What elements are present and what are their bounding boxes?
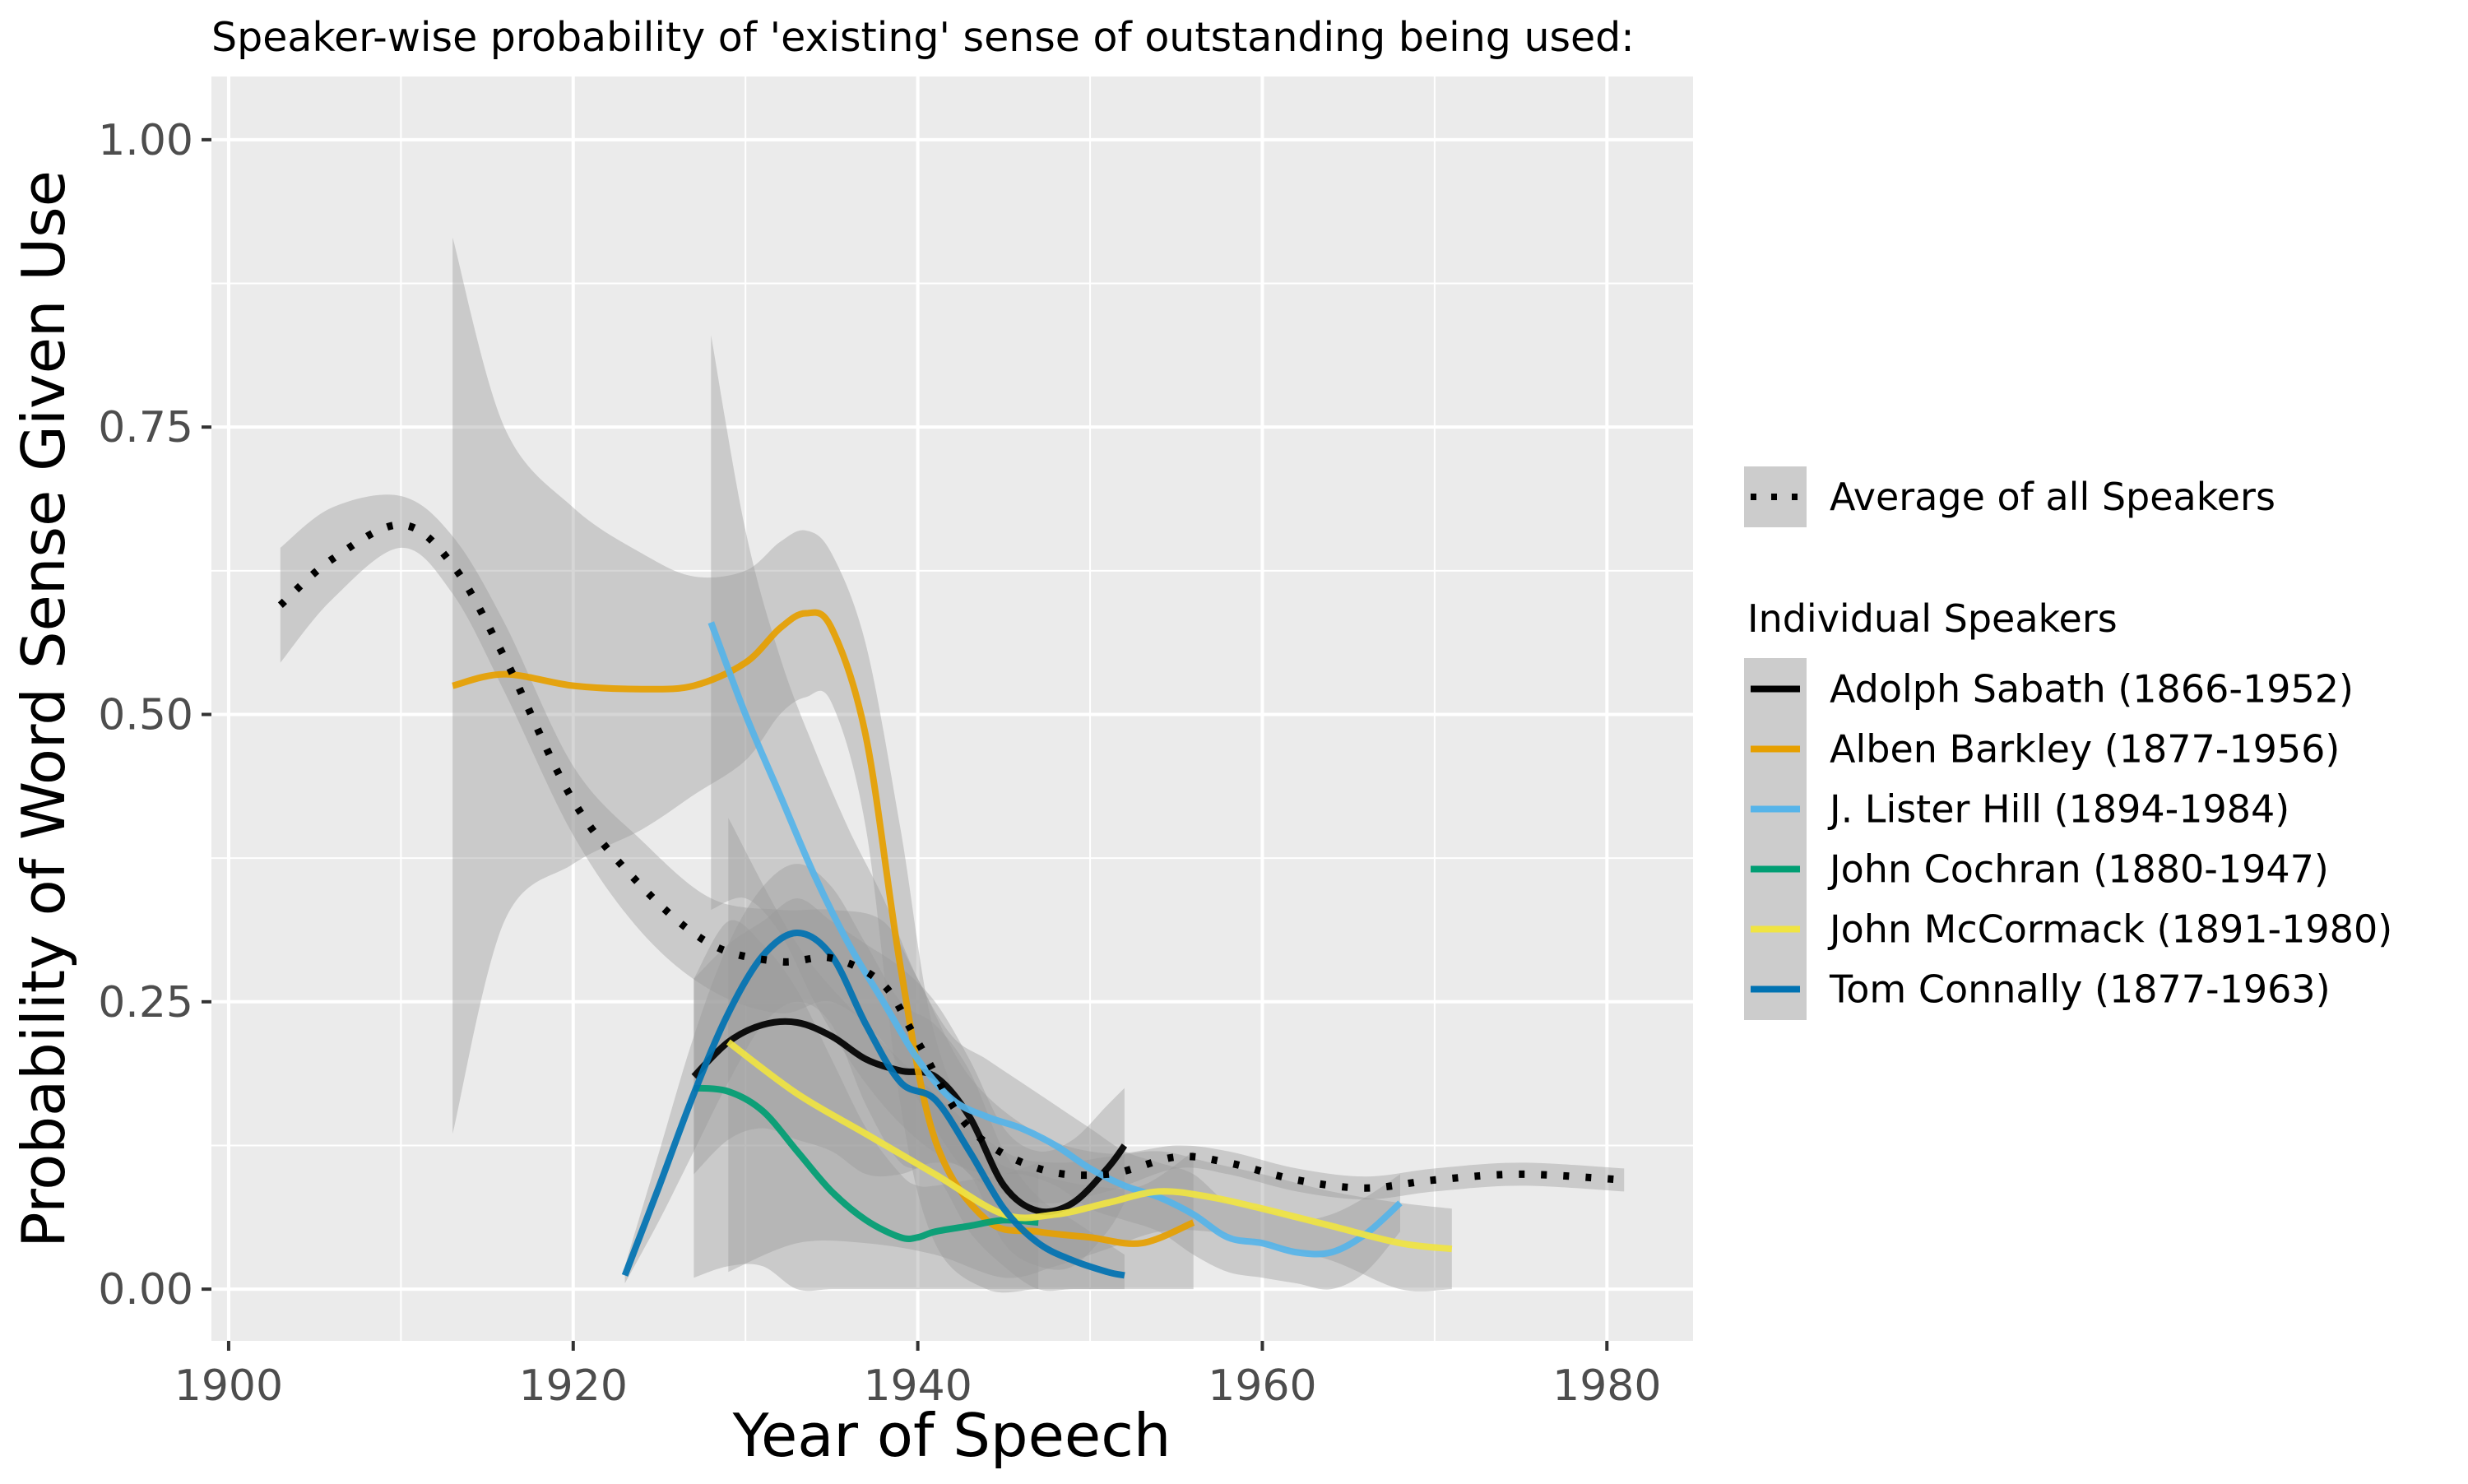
x-tick-label: 1960 (1208, 1361, 1316, 1411)
legend-label: John McCormack (1891-1980) (1827, 907, 2392, 952)
series-confidence-band (694, 898, 1125, 1270)
x-axis-title: Year of Speech (732, 1401, 1171, 1470)
series-line (726, 1039, 1453, 1253)
x-tick-label: 1940 (863, 1361, 972, 1411)
legend-label: J. Lister Hill (1894-1984) (1827, 787, 2289, 832)
chart-title: Speaker-wise probability of 'existing' s… (211, 14, 1635, 61)
average-line (277, 521, 1625, 1192)
legend-label: Tom Connally (1877-1963) (1829, 967, 2331, 1012)
y-tick-label: 0.50 (98, 690, 193, 740)
y-tick-label: 0.75 (98, 403, 193, 452)
legend-average-label: Average of all Speakers (1830, 475, 2275, 519)
series-confidence-band (728, 818, 1452, 1292)
average-confidence-band (280, 494, 1625, 1203)
series-line (452, 609, 1195, 1247)
series-line-layer (277, 521, 1625, 1279)
y-tick-label: 0.25 (98, 978, 193, 1027)
legend-label: John Cochran (1880-1947) (1827, 847, 2329, 892)
legend-label: Alben Barkley (1877-1956) (1830, 727, 2340, 772)
x-tick-label: 1900 (174, 1361, 283, 1411)
y-tick-label: 1.00 (98, 116, 193, 165)
y-axis-title: Probability of Word Sense Given Use (9, 170, 78, 1248)
legend-title: Individual Speakers (1747, 596, 2118, 641)
legend-label: Adolph Sabath (1866-1952) (1830, 667, 2354, 712)
legend-average-group: Average of all Speakers (1744, 466, 2275, 527)
legend-series-key-background (1744, 658, 1807, 1020)
series-confidence-band (694, 920, 1039, 1292)
series-confidence-band (452, 237, 1194, 1293)
series-line (694, 1084, 1039, 1243)
series-line (621, 930, 1125, 1279)
plot-panel (211, 77, 1693, 1341)
legend: Average of all Speakers Individual Speak… (1744, 466, 2392, 1020)
series-line (707, 621, 1403, 1258)
grid-layer (211, 77, 1693, 1341)
legend-series-group: Adolph Sabath (1866-1952) Alben Barkley (… (1744, 658, 2392, 1020)
axis-layer: 1900 1920 1940 1960 1980 0.00 0.25 0.50 0.75 1.00 (98, 116, 1661, 1411)
x-tick-label: 1980 (1552, 1361, 1661, 1411)
y-tick-label: 0.00 (98, 1265, 193, 1315)
x-tick-label: 1920 (519, 1361, 628, 1411)
